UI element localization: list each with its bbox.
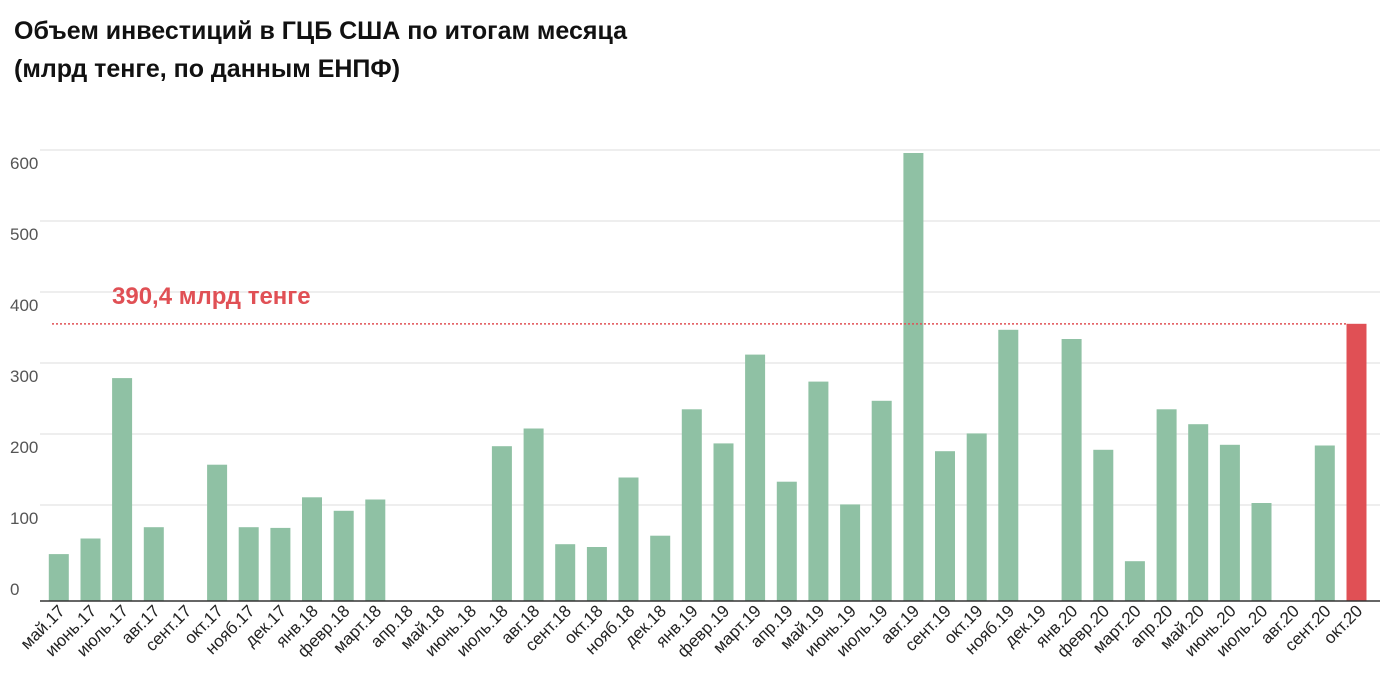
bar-янв.19 xyxy=(681,409,702,601)
x-axis-ticks: май.17июнь.17июль.17авг.17сент.17окт.17н… xyxy=(17,601,1366,661)
bar-февр.18 xyxy=(333,510,354,601)
bar-окт.19 xyxy=(966,433,987,601)
bar-нояб.18 xyxy=(618,477,639,601)
bar-июль.17 xyxy=(112,378,133,601)
bar-май.17 xyxy=(48,554,69,601)
y-tick-label: 100 xyxy=(10,509,38,528)
bar-янв.18 xyxy=(302,497,322,601)
bar-март.20 xyxy=(1124,561,1145,601)
bar-июнь.17 xyxy=(80,538,101,601)
bar-окт.18 xyxy=(586,547,607,601)
bar-март.18 xyxy=(365,499,386,601)
bar-авг.19 xyxy=(903,153,924,601)
bar-авг.17 xyxy=(143,527,164,601)
bar-май.20 xyxy=(1188,424,1209,601)
reference-line-label: 390,4 млрд тенге xyxy=(112,283,311,310)
bar-февр.20 xyxy=(1093,449,1114,601)
bar-нояб.17 xyxy=(238,527,259,601)
bar-окт.20 xyxy=(1346,323,1367,601)
bar-дек.17 xyxy=(270,527,291,601)
y-tick-label: 200 xyxy=(10,438,38,457)
y-tick-label: 600 xyxy=(10,154,38,173)
bars xyxy=(48,153,1367,601)
y-tick-label: 500 xyxy=(10,225,38,244)
y-tick-label: 0 xyxy=(10,580,19,599)
chart-title-line-1: Объем инвестиций в ГЦБ США по итогам мес… xyxy=(14,17,628,45)
y-axis-ticks: 0 100 200 300 400 500 600 xyxy=(10,154,38,599)
gridlines xyxy=(40,149,1380,506)
bar-сент.19 xyxy=(935,451,955,601)
bar-янв.20 xyxy=(1061,339,1082,601)
chart-title: Объем инвестиций в ГЦБ США по итогам мес… xyxy=(14,12,627,88)
y-tick-label: 400 xyxy=(10,296,38,315)
bar-сент.20 xyxy=(1314,445,1335,601)
bar-февр.19 xyxy=(713,443,734,601)
bar-июнь.20 xyxy=(1219,444,1240,601)
bar-март.19 xyxy=(745,354,766,601)
bar-нояб.19 xyxy=(998,329,1019,601)
bar-окт.17 xyxy=(207,464,228,601)
bar-июнь.19 xyxy=(840,504,861,601)
bar-апр.20 xyxy=(1156,409,1177,601)
bar-июль.19 xyxy=(871,400,892,601)
reference-line-group: 390,4 млрд тенге xyxy=(52,283,1346,325)
bar-авг.18 xyxy=(523,428,544,601)
bar-апр.19 xyxy=(776,481,797,601)
bar-июль.18 xyxy=(491,446,512,601)
bar-июль.20 xyxy=(1251,503,1272,601)
chart-title-line-2: (млрд тенге, по данным ЕНПФ) xyxy=(14,55,401,83)
bar-сент.18 xyxy=(555,544,576,601)
y-tick-label: 300 xyxy=(10,367,38,386)
bar-май.19 xyxy=(808,381,829,601)
bar-дек.18 xyxy=(650,535,671,601)
